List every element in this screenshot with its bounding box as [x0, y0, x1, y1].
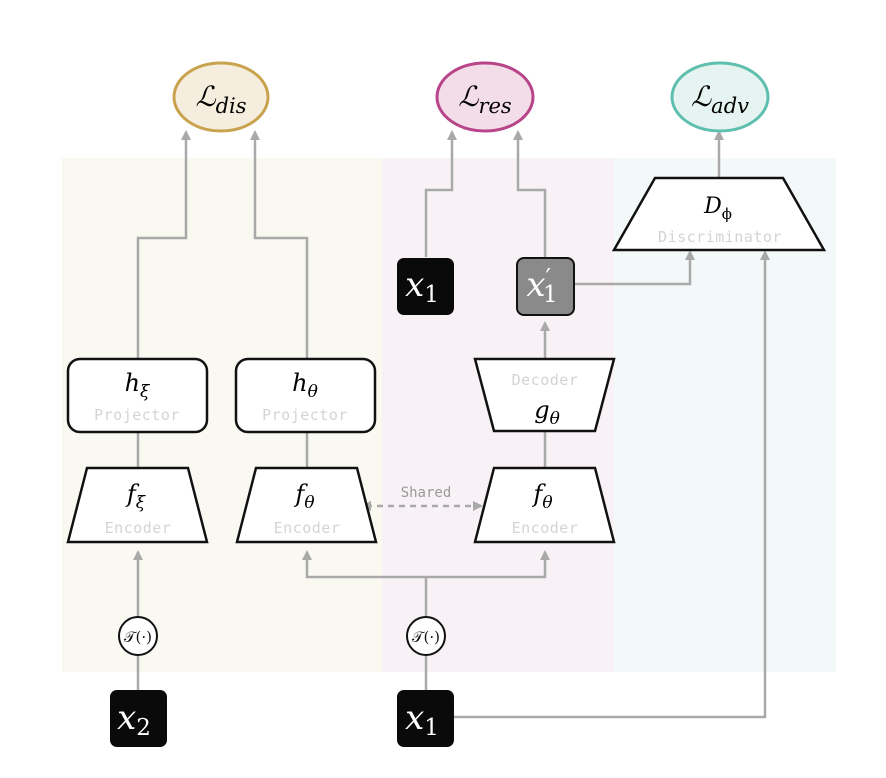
loss-res-node: ℒres — [435, 61, 535, 133]
encoder-xi-label: Encoder — [105, 519, 172, 537]
loss-res-symbol: ℒ — [458, 80, 479, 113]
transform-left-node: 𝒯(·) — [118, 616, 158, 656]
decoder-block: Decoder gθ — [473, 357, 616, 433]
svg-text:hξ: hξ — [125, 369, 151, 402]
encoder-theta-right-label: Encoder — [512, 519, 579, 537]
svg-text:Dϕ: Dϕ — [703, 194, 732, 223]
loss-adv-subscript: adv — [711, 94, 749, 118]
transform-right-symbol: 𝒯(·) — [412, 628, 440, 646]
projector-theta-symbol: h — [292, 369, 307, 397]
x1-recon-subscript: 1 — [543, 282, 558, 308]
shared-weights-label: Shared — [401, 485, 452, 501]
svg-text:gθ: gθ — [534, 396, 560, 429]
loss-dis-symbol: ℒ — [195, 80, 216, 113]
svg-text:x2: x2 — [117, 698, 151, 741]
encoder-theta-right-subscript: θ — [542, 493, 552, 513]
x1-bottom-subscript: 1 — [424, 715, 439, 741]
loss-adv-node: ℒadv — [670, 61, 770, 133]
discriminator-subscript: ϕ — [722, 205, 732, 223]
x1-input-top: x1 — [397, 258, 454, 315]
discriminator-block: Dϕ Discriminator — [611, 176, 827, 252]
x1-input-bottom: x1 — [397, 690, 454, 747]
transform-left-symbol: 𝒯(·) — [124, 628, 152, 646]
x1-reconstructed-output: x′ 1 — [516, 257, 575, 316]
x1-top-subscript: 1 — [424, 282, 439, 308]
encoder-xi-block: fξ Encoder — [66, 466, 209, 544]
discriminator-symbol: D — [703, 194, 722, 219]
connection-wires — [133, 130, 770, 719]
encoder-theta-right-block: fθ Encoder — [473, 466, 616, 544]
transform-right-node: 𝒯(·) — [406, 616, 446, 656]
x2-subscript: 2 — [136, 715, 151, 741]
loss-dis-node: ℒdis — [172, 61, 270, 133]
encoder-xi-subscript: ξ — [136, 493, 147, 513]
loss-dis-subscript: dis — [216, 94, 247, 118]
encoder-theta-left-subscript: θ — [304, 493, 314, 513]
projector-theta-subscript: θ — [308, 382, 318, 402]
decoder-subscript: θ — [550, 409, 560, 429]
x1-bottom-symbol: x — [405, 698, 424, 738]
x1-recon-prime: ′ — [546, 264, 551, 292]
svg-text:x1: x1 — [405, 265, 439, 308]
projector-xi-label: Projector — [94, 406, 180, 424]
svg-text:x1: x1 — [405, 698, 439, 741]
projector-theta-block: hθ Projector — [234, 357, 377, 434]
decoder-symbol: g — [534, 396, 549, 424]
x1-top-symbol: x — [405, 265, 424, 305]
loss-adv-symbol: ℒ — [691, 80, 712, 113]
decoder-label: Decoder — [512, 371, 579, 389]
encoder-theta-left-block: fθ Encoder — [235, 466, 378, 544]
x2-symbol: x — [117, 698, 136, 738]
loss-res-subscript: res — [478, 94, 511, 118]
svg-text:x′1: x′ 1 — [526, 264, 557, 308]
x2-input-bottom: x2 — [110, 690, 167, 747]
svg-text:ℒadv: ℒadv — [691, 80, 749, 118]
discriminator-label: Discriminator — [658, 228, 782, 246]
encoder-theta-left-label: Encoder — [274, 519, 341, 537]
projector-theta-label: Projector — [262, 406, 348, 424]
svg-text:ℒres: ℒres — [458, 80, 512, 118]
projector-xi-subscript: ξ — [140, 382, 151, 402]
projector-xi-block: hξ Projector — [66, 357, 209, 434]
projector-xi-symbol: h — [125, 369, 140, 397]
svg-text:hθ: hθ — [292, 369, 318, 402]
svg-text:ℒdis: ℒdis — [195, 80, 246, 118]
x1-recon-symbol: x — [526, 265, 545, 305]
